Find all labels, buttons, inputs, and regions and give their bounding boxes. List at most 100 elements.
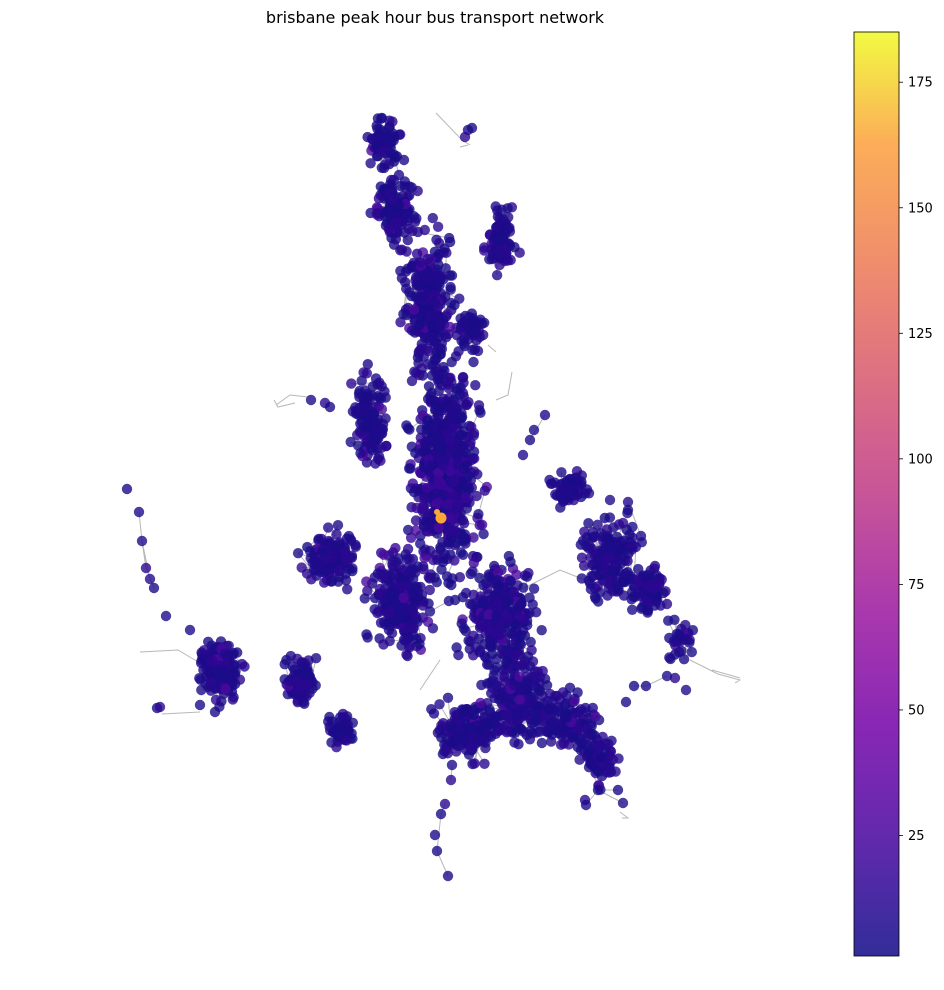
- network-node: [401, 283, 412, 294]
- network-node: [484, 254, 495, 265]
- network-node: [443, 415, 455, 427]
- network-node: [580, 702, 591, 714]
- network-node: [441, 571, 453, 582]
- network-node: [417, 503, 428, 515]
- network-node: [136, 535, 148, 547]
- network-node: [531, 712, 542, 724]
- network-node: [443, 595, 455, 607]
- network-node: [592, 740, 603, 751]
- network-node: [446, 759, 458, 771]
- network-node: [630, 541, 641, 553]
- colorbar-tick-label: 25: [908, 829, 925, 844]
- network-node: [423, 421, 435, 433]
- network-node: [330, 541, 341, 553]
- network-node: [356, 375, 367, 386]
- network-node: [435, 808, 447, 820]
- network-node: [361, 576, 372, 587]
- network-node: [449, 491, 460, 502]
- network-node: [582, 750, 594, 761]
- network-node: [561, 477, 572, 488]
- network-node: [537, 690, 548, 702]
- network-node: [375, 455, 386, 466]
- network-node: [323, 522, 334, 533]
- network-node: [398, 308, 409, 320]
- network-node: [340, 575, 352, 586]
- network-node: [417, 291, 428, 303]
- network-node: [592, 581, 603, 592]
- network-node: [611, 531, 623, 543]
- network-node: [445, 284, 456, 295]
- network-node: [532, 666, 544, 677]
- network-node: [419, 493, 430, 504]
- network-node: [620, 696, 632, 708]
- network-node: [374, 583, 386, 595]
- network-node: [194, 699, 206, 711]
- network-node: [410, 483, 422, 494]
- network-node: [468, 709, 480, 720]
- plot-area: [121, 112, 742, 882]
- network-node: [460, 587, 472, 599]
- network-node: [401, 553, 413, 565]
- network-node: [148, 582, 160, 594]
- network-node: [361, 430, 372, 441]
- network-node: [389, 152, 401, 163]
- network-node: [287, 661, 298, 672]
- network-node: [636, 603, 647, 614]
- network-node: [484, 571, 495, 582]
- network-node: [502, 656, 513, 667]
- network-node: [367, 381, 379, 392]
- network-node: [632, 577, 644, 588]
- network-node: [383, 223, 394, 235]
- network-node: [449, 555, 460, 566]
- network-node: [604, 494, 616, 506]
- network-node: [544, 703, 555, 715]
- network-node: [521, 708, 532, 719]
- network-node: [345, 534, 356, 545]
- network-node: [503, 223, 514, 234]
- network-node: [478, 735, 490, 746]
- network-node: [438, 453, 450, 465]
- network-node: [396, 272, 408, 284]
- network-node: [441, 745, 452, 756]
- network-node: [576, 552, 588, 563]
- network-node: [195, 657, 207, 669]
- network-node: [465, 598, 476, 609]
- network-node: [383, 607, 394, 619]
- network-node: [403, 524, 414, 536]
- network-node: [160, 610, 172, 622]
- network-node: [524, 661, 536, 672]
- network-node: [514, 671, 525, 682]
- network-node: [385, 179, 396, 190]
- network-node: [580, 799, 592, 811]
- network-node: [546, 729, 558, 740]
- network-node: [446, 270, 458, 281]
- network-node: [462, 460, 473, 472]
- network-node: [210, 694, 222, 705]
- network-node: [466, 725, 477, 736]
- network-node: [504, 575, 516, 586]
- network-node: [365, 158, 376, 169]
- network-node: [468, 356, 479, 368]
- network-node: [398, 154, 410, 166]
- network-node: [391, 556, 402, 568]
- network-node: [387, 208, 398, 219]
- network-node: [298, 661, 310, 673]
- network-node: [626, 594, 637, 605]
- network-node: [510, 711, 522, 722]
- network-node: [572, 687, 583, 698]
- network-node: [445, 466, 456, 477]
- network-node: [622, 496, 634, 508]
- network-node: [362, 359, 373, 370]
- network-node: [524, 592, 535, 603]
- network-node: [410, 525, 421, 536]
- network-node: [499, 599, 510, 610]
- network-node: [339, 546, 350, 557]
- network-node: [591, 564, 602, 575]
- network-node: [361, 391, 372, 402]
- network-node: [380, 440, 392, 452]
- network-node: [459, 532, 470, 543]
- network-node: [455, 382, 466, 393]
- network-node: [374, 392, 385, 403]
- network-node: [568, 732, 579, 743]
- network-node: [593, 596, 604, 607]
